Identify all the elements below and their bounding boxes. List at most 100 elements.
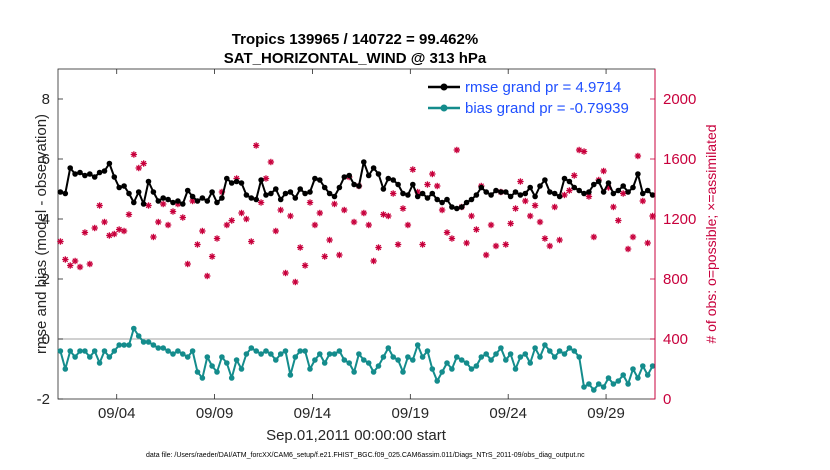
bias-point [370,369,377,375]
bias-point [522,351,529,357]
rmse-point [449,204,455,210]
rmse-point [527,184,533,191]
bias-point [297,348,304,354]
obs-count-point [184,260,191,268]
rmse-point [199,195,206,201]
bias-point [605,375,612,381]
obs-count-point [404,221,412,229]
obs-count-point [492,242,500,250]
rmse-point [209,189,215,195]
rmse-point [336,184,343,191]
obs-count-point [590,233,598,241]
rmse-point [370,165,377,171]
obs-count-point [331,200,338,208]
bias-point [121,342,127,348]
bias-point [72,354,78,360]
bias-point [331,351,338,357]
obs-count-point [297,244,304,251]
obs-count-point [419,241,426,248]
bias-point [576,354,582,360]
bias-point [395,357,401,363]
rmse-point [586,189,592,195]
rmse-point [458,204,465,210]
obs-count-point [243,215,250,223]
rmse-point [101,168,108,174]
rmse-point [488,192,494,198]
legend-rmse-label: rmse grand pr = 4.9714 [465,79,621,96]
obs-count-point [443,229,451,236]
rmse-point [365,172,372,179]
rmse-point [385,175,392,182]
bias-point [556,348,563,354]
obs-count-point [365,221,372,229]
obs-count-point [551,203,558,211]
rmse-point [454,205,460,212]
rmse-point [591,181,597,188]
obs-count-point [316,209,323,217]
obs-count-point [541,235,549,242]
rmse-point [400,190,406,197]
bias-point [273,357,279,363]
obs-count-point [277,206,284,214]
x-tick-label: 09/14 [294,405,332,422]
bias-point [483,351,490,357]
obs-count-point [111,230,118,238]
bias-point [263,348,269,354]
bias-point [189,348,196,354]
rmse-point [57,189,64,195]
rmse-point [542,177,548,183]
obs-count-point [571,172,578,179]
bias-point [561,351,568,357]
obs-count-point [502,241,509,248]
bias-point [145,339,152,345]
rmse-point [62,190,69,197]
bias-point [116,342,122,348]
bias-point [351,369,357,375]
bias-point [214,369,220,375]
rmse-point [649,192,656,198]
obs-count-point [399,205,407,212]
obs-count-point [135,164,142,172]
obs-count-point [267,158,275,166]
obs-count-point [223,221,231,229]
rmse-point [165,196,171,203]
bias-point [77,348,83,354]
rmse-point [273,186,279,192]
rmse-point [551,190,558,197]
obs-count-point [639,197,646,205]
bias-point [62,366,69,372]
rmse-point [160,195,166,201]
rmse-point [463,199,470,206]
bias-point [439,369,445,375]
rmse-point [493,187,499,194]
bias-point [468,366,475,372]
rmse-point [439,199,445,206]
bias-point [160,345,166,351]
bias-point [321,360,328,366]
obs-count-point [238,209,245,217]
rmse-point [478,184,485,191]
obs-count-point [228,217,235,224]
bias-point [238,366,245,372]
data-file-footnote: data file: /Users/raeder/DAI/ATM_forcXX/… [146,452,585,459]
bias-point [532,345,538,351]
obs-count-point [482,251,490,259]
obs-count-point [463,239,470,247]
chart-title-line1: Tropics 139965 / 140722 = 99.462% [232,31,478,48]
right-tick-label: 800 [663,271,688,288]
rmse-point [116,184,122,191]
left-tick-label: 6 [42,151,50,168]
left-tick-label: 8 [42,91,50,108]
bias-point [302,348,308,354]
bias-point [390,354,397,360]
bias-point [140,339,147,345]
rmse-point [341,174,348,180]
bias-point [595,381,602,387]
rmse-point [87,171,93,177]
bias-point [248,345,255,351]
bias-point [444,360,450,366]
obs-count-point [517,178,524,185]
rmse-point [77,169,83,176]
rmse-point [302,190,308,197]
